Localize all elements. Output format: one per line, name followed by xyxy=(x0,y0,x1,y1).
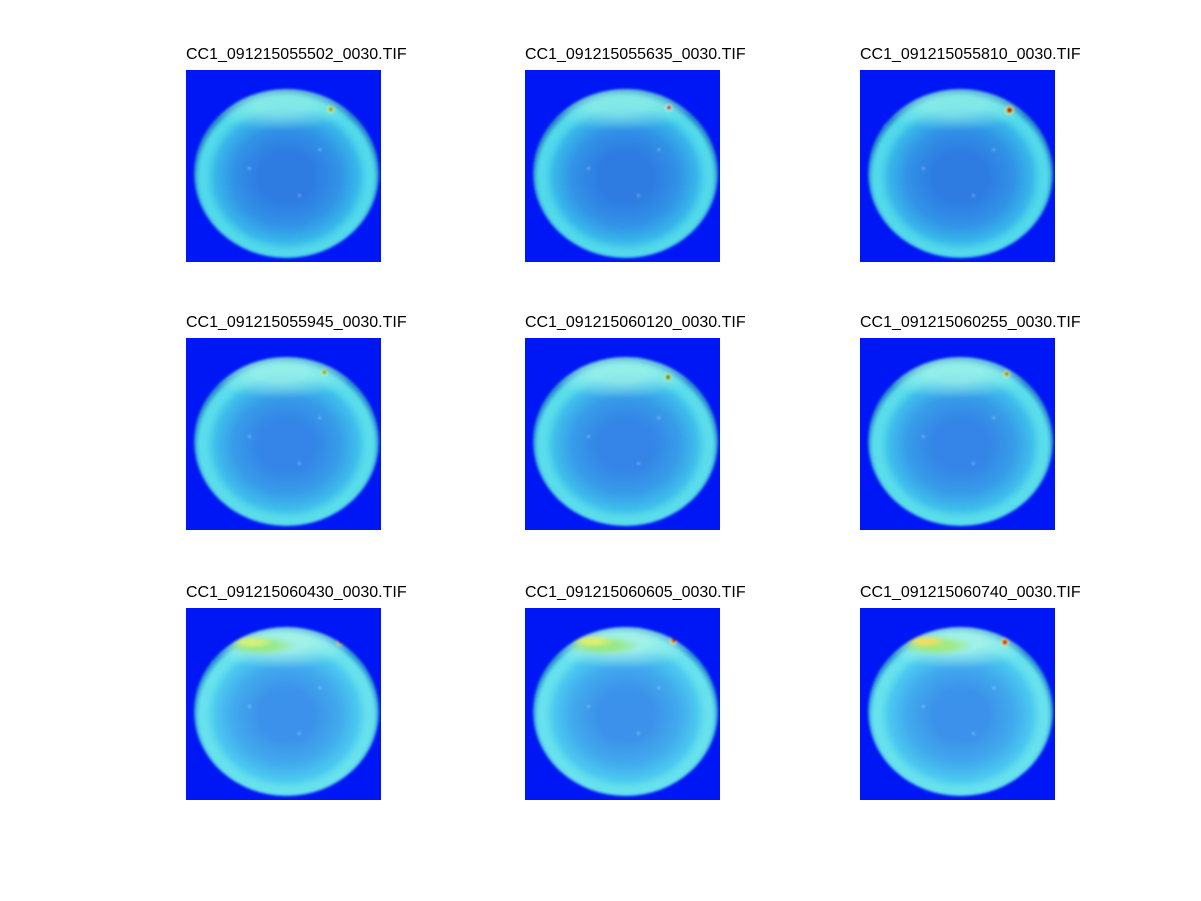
panel-title: CC1_091215060430_0030.TIF xyxy=(186,584,407,601)
panel-title: CC1_091215060255_0030.TIF xyxy=(860,314,1081,331)
sky-disc xyxy=(532,357,719,527)
sky-disc xyxy=(193,627,380,797)
sky-image-panel: CC1_091215055810_0030.TIF xyxy=(860,46,1081,262)
sky-image-panel: CC1_091215060740_0030.TIF xyxy=(860,584,1081,800)
sky-image-panel: CC1_091215055945_0030.TIF xyxy=(186,314,407,530)
panel-title: CC1_091215055635_0030.TIF xyxy=(525,46,746,63)
sky-disc xyxy=(532,89,719,259)
sky-disc xyxy=(532,627,719,797)
sky-image-panel: CC1_091215060430_0030.TIF xyxy=(186,584,407,800)
panel-title: CC1_091215055502_0030.TIF xyxy=(186,46,407,63)
sky-image-panel: CC1_091215060120_0030.TIF xyxy=(525,314,746,530)
sky-disc xyxy=(193,357,380,527)
sky-image-panel: CC1_091215060605_0030.TIF xyxy=(525,584,746,800)
panel-title: CC1_091215060120_0030.TIF xyxy=(525,314,746,331)
panel-title: CC1_091215060740_0030.TIF xyxy=(860,584,1081,601)
sky-disc xyxy=(867,89,1054,259)
sky-image-panel: CC1_091215055502_0030.TIF xyxy=(186,46,407,262)
panel-title: CC1_091215055945_0030.TIF xyxy=(186,314,407,331)
sky-disc xyxy=(193,89,380,259)
sky-image-panel: CC1_091215060255_0030.TIF xyxy=(860,314,1081,530)
panel-title: CC1_091215060605_0030.TIF xyxy=(525,584,746,601)
sky-disc xyxy=(867,357,1054,527)
sky-image-panel: CC1_091215055635_0030.TIF xyxy=(525,46,746,262)
panel-title: CC1_091215055810_0030.TIF xyxy=(860,46,1081,63)
sky-disc xyxy=(867,627,1054,797)
